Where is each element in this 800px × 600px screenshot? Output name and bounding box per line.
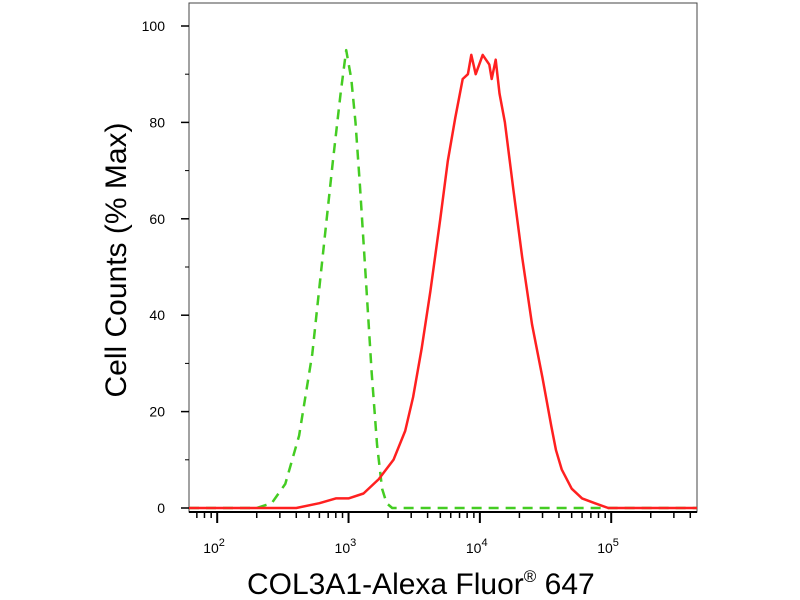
x-axis-title-suffix: 647 bbox=[536, 568, 594, 600]
y-axis-title: Cell Counts (% Max) bbox=[100, 122, 133, 397]
x-axis-title-main: COL3A1-Alexa Fluor bbox=[247, 568, 524, 600]
x-tick-base: 10 bbox=[466, 540, 482, 556]
x-tick-exp: 4 bbox=[481, 537, 487, 549]
y-tick-label: 100 bbox=[142, 18, 166, 34]
series-line-1 bbox=[189, 48, 697, 510]
series-layer bbox=[189, 48, 697, 510]
x-tick-base: 10 bbox=[597, 540, 613, 556]
x-axis: 102 103 104 105 bbox=[189, 511, 697, 556]
y-axis: 0 20 40 60 80 100 bbox=[142, 18, 189, 516]
y-tick-label: 20 bbox=[149, 404, 165, 420]
x-tick-exp: 3 bbox=[350, 537, 356, 549]
y-tick-label: 80 bbox=[149, 114, 165, 130]
y-tick-label: 60 bbox=[149, 211, 165, 227]
x-tick-base: 10 bbox=[335, 540, 351, 556]
y-tick-label: 0 bbox=[157, 500, 165, 516]
plot-frame bbox=[188, 2, 698, 513]
x-tick-label: 105 bbox=[597, 537, 619, 556]
x-tick-label: 103 bbox=[335, 537, 357, 556]
y-tick-label: 40 bbox=[149, 307, 165, 323]
series-line-2 bbox=[189, 53, 697, 510]
x-tick-label: 102 bbox=[203, 537, 225, 556]
x-axis-title: COL3A1-Alexa Fluor® 647 bbox=[247, 567, 595, 600]
x-tick-exp: 5 bbox=[613, 537, 619, 549]
x-tick-label: 104 bbox=[466, 537, 488, 556]
x-tick-base: 10 bbox=[203, 540, 219, 556]
x-axis-title-sup: ® bbox=[524, 567, 537, 586]
x-tick-exp: 2 bbox=[219, 537, 225, 549]
